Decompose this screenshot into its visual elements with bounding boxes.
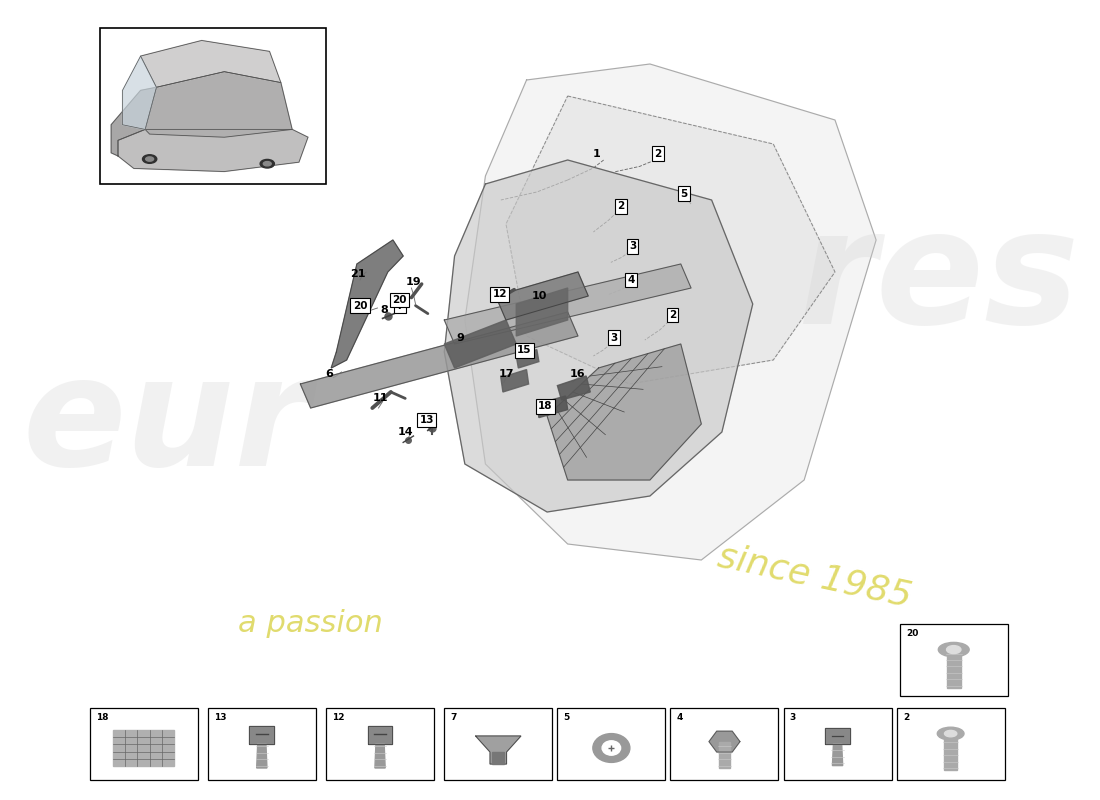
Polygon shape bbox=[537, 396, 568, 418]
Text: 19: 19 bbox=[406, 277, 421, 286]
Polygon shape bbox=[300, 312, 578, 408]
Polygon shape bbox=[331, 240, 404, 368]
Polygon shape bbox=[444, 160, 752, 512]
Polygon shape bbox=[710, 731, 740, 752]
Polygon shape bbox=[500, 370, 529, 392]
Text: 5: 5 bbox=[680, 189, 688, 198]
FancyBboxPatch shape bbox=[208, 708, 316, 780]
Text: since 1985: since 1985 bbox=[714, 539, 914, 613]
Text: 2: 2 bbox=[669, 310, 676, 320]
Text: 17: 17 bbox=[498, 369, 514, 378]
Polygon shape bbox=[367, 726, 393, 744]
Polygon shape bbox=[141, 41, 280, 87]
Text: 12: 12 bbox=[493, 290, 507, 299]
Text: 12: 12 bbox=[332, 713, 344, 722]
Text: 3: 3 bbox=[610, 333, 617, 342]
Text: 2: 2 bbox=[617, 202, 625, 211]
Text: 5: 5 bbox=[563, 713, 570, 722]
FancyBboxPatch shape bbox=[89, 708, 198, 780]
FancyBboxPatch shape bbox=[326, 708, 434, 780]
Text: 4: 4 bbox=[676, 713, 683, 722]
FancyBboxPatch shape bbox=[558, 708, 666, 780]
Polygon shape bbox=[558, 376, 591, 400]
Polygon shape bbox=[719, 742, 729, 768]
Polygon shape bbox=[465, 64, 876, 560]
Ellipse shape bbox=[937, 727, 964, 740]
Polygon shape bbox=[496, 272, 588, 320]
Text: 2: 2 bbox=[903, 713, 909, 722]
Polygon shape bbox=[833, 744, 843, 766]
Text: 18: 18 bbox=[538, 402, 552, 411]
Text: 6: 6 bbox=[326, 370, 333, 379]
Text: 3: 3 bbox=[629, 242, 636, 251]
FancyBboxPatch shape bbox=[900, 624, 1008, 696]
Polygon shape bbox=[825, 728, 850, 744]
Text: 14: 14 bbox=[397, 427, 412, 437]
Polygon shape bbox=[122, 56, 156, 130]
Polygon shape bbox=[492, 752, 505, 764]
Ellipse shape bbox=[946, 646, 961, 654]
FancyBboxPatch shape bbox=[671, 708, 779, 780]
FancyBboxPatch shape bbox=[783, 708, 891, 780]
Polygon shape bbox=[444, 264, 691, 344]
Text: res: res bbox=[796, 202, 1079, 358]
Polygon shape bbox=[118, 130, 308, 171]
Polygon shape bbox=[547, 344, 702, 480]
Ellipse shape bbox=[945, 730, 957, 737]
Text: 9: 9 bbox=[456, 333, 464, 342]
Text: 20: 20 bbox=[353, 301, 367, 310]
Text: 15: 15 bbox=[517, 346, 531, 355]
Polygon shape bbox=[516, 288, 568, 336]
Text: eur: eur bbox=[23, 350, 310, 498]
Polygon shape bbox=[375, 744, 385, 768]
Text: 8: 8 bbox=[381, 306, 388, 315]
Text: 20: 20 bbox=[906, 629, 918, 638]
Polygon shape bbox=[112, 730, 175, 766]
Polygon shape bbox=[256, 744, 267, 768]
Ellipse shape bbox=[263, 162, 272, 166]
Text: 13: 13 bbox=[419, 415, 435, 425]
Polygon shape bbox=[506, 96, 835, 384]
Text: 7: 7 bbox=[396, 301, 404, 310]
Polygon shape bbox=[945, 734, 957, 770]
Ellipse shape bbox=[938, 642, 969, 657]
FancyBboxPatch shape bbox=[896, 708, 1004, 780]
FancyBboxPatch shape bbox=[100, 28, 326, 184]
Text: 16: 16 bbox=[570, 370, 586, 379]
Ellipse shape bbox=[143, 154, 157, 163]
Text: 10: 10 bbox=[531, 291, 547, 301]
Polygon shape bbox=[946, 650, 961, 688]
Polygon shape bbox=[516, 350, 539, 368]
Ellipse shape bbox=[260, 159, 274, 168]
FancyBboxPatch shape bbox=[444, 708, 552, 780]
Ellipse shape bbox=[145, 157, 154, 161]
Text: 3: 3 bbox=[790, 713, 796, 722]
Text: 13: 13 bbox=[214, 713, 227, 722]
Text: 18: 18 bbox=[96, 713, 108, 722]
Text: 4: 4 bbox=[628, 275, 635, 285]
Polygon shape bbox=[444, 320, 516, 368]
Ellipse shape bbox=[602, 741, 620, 755]
Text: 21: 21 bbox=[350, 269, 365, 278]
Text: 2: 2 bbox=[654, 149, 662, 158]
Polygon shape bbox=[475, 736, 521, 764]
Text: 11: 11 bbox=[373, 394, 388, 403]
Text: 7: 7 bbox=[451, 713, 456, 722]
Polygon shape bbox=[250, 726, 274, 744]
Polygon shape bbox=[145, 72, 293, 138]
Polygon shape bbox=[111, 87, 156, 156]
Text: a passion: a passion bbox=[239, 610, 383, 638]
Text: 20: 20 bbox=[392, 295, 406, 305]
Ellipse shape bbox=[593, 734, 630, 762]
Text: 1: 1 bbox=[593, 149, 601, 158]
